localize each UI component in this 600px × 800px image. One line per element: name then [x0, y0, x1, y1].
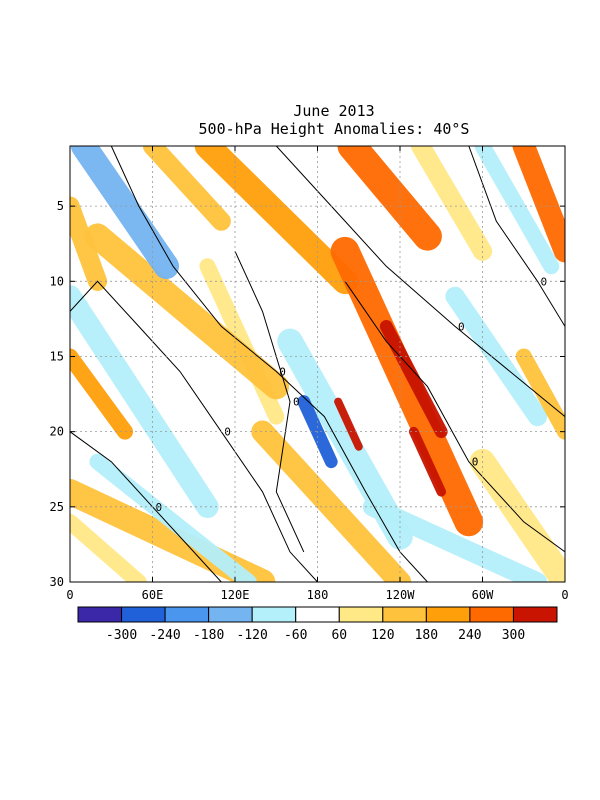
- anomaly-band-9: [70, 285, 219, 519]
- colorbar-box-2: [164, 606, 210, 623]
- colorbar-box-0: [77, 606, 123, 623]
- contour-label-5: 0: [472, 456, 479, 469]
- y-tick-label-3: 20: [50, 425, 64, 439]
- y-tick-label-1: 10: [50, 274, 64, 288]
- colorbar-label-4: -60: [284, 628, 307, 643]
- x-tick-label-4: 120W: [386, 588, 416, 602]
- colorbar-label-5: 60: [331, 628, 347, 643]
- colorbar-box-4: [251, 606, 297, 623]
- y-tick-label-2: 15: [50, 349, 64, 363]
- x-tick-label-2: 120E: [221, 588, 250, 602]
- contour-label-6: 0: [293, 396, 300, 409]
- x-tick-label-0: 0: [66, 588, 73, 602]
- anomaly-band-7: [512, 146, 565, 263]
- colorbar-label-2: -180: [193, 628, 224, 643]
- anomaly-band-18: [334, 397, 363, 451]
- anomaly-band-5: [411, 146, 493, 261]
- contour-label-1: 0: [224, 426, 231, 439]
- x-tick-label-1: 60E: [142, 588, 164, 602]
- colorbar-box-1: [121, 606, 166, 623]
- zero-contour-0: [110, 146, 428, 582]
- anomaly-band-1: [142, 146, 231, 231]
- contour-label-4: 0: [541, 275, 548, 288]
- x-tick-label-3: 180: [307, 588, 329, 602]
- contour-label-0: 0: [279, 366, 286, 379]
- anomaly-band-11: [84, 223, 290, 400]
- colorbar-box-5: [295, 606, 340, 623]
- x-tick-label-6: 0: [561, 588, 568, 602]
- contour-label-3: 0: [458, 320, 465, 333]
- colorbar-box-7: [382, 606, 427, 623]
- y-tick-label-4: 25: [50, 500, 64, 514]
- y-tick-label-0: 5: [57, 199, 64, 213]
- colorbar-label-9: 300: [502, 628, 525, 643]
- anomaly-band-4: [337, 146, 442, 251]
- colorbar: -300 -240 -180 -120 -60 60 120 180 240 300: [77, 606, 558, 643]
- colorbar-label-7: 180: [415, 628, 438, 643]
- colorbar-box-8: [425, 606, 471, 623]
- zero-contour-5: [344, 281, 565, 553]
- zero-contour-6: [234, 250, 305, 553]
- anomaly-band-10: [70, 348, 133, 440]
- zero-contour-1: [70, 280, 318, 582]
- zero-contour-3: [275, 146, 565, 417]
- colorbar-label-0: -300: [106, 628, 137, 643]
- anomaly-band-8: [70, 196, 108, 291]
- chart-title: June 2013: [293, 102, 374, 120]
- anomaly-band-17: [408, 426, 447, 497]
- x-tick-label-5: 60W: [472, 588, 494, 602]
- anomaly-band-16: [379, 320, 448, 439]
- anomaly-band-23: [89, 453, 257, 582]
- colorbar-box-3: [208, 606, 253, 623]
- anomaly-band-21: [515, 348, 565, 440]
- anomaly-band-25: [362, 497, 548, 582]
- colorbar-label-8: 240: [458, 628, 481, 643]
- anomaly-band-24: [70, 513, 147, 582]
- anomaly-band-2: [194, 146, 358, 295]
- axes: 0 60E 120E 180 120W 60W 0 5 10 15 20 25 30: [50, 145, 569, 602]
- y-tick-label-5: 30: [50, 575, 64, 589]
- anomaly-band-15: [330, 236, 484, 537]
- colorbar-label-1: -240: [149, 628, 180, 643]
- colorbar-label-3: -120: [237, 628, 268, 643]
- plot-area: 0 0 0 0 0 0 0: [70, 146, 565, 582]
- colorbar-box-6: [338, 606, 384, 623]
- contour-label-2: 0: [156, 501, 163, 514]
- colorbar-box-9: [469, 606, 514, 623]
- colorbar-label-6: 120: [371, 628, 394, 643]
- colorbar-box-10: [512, 606, 558, 623]
- chart-subtitle: 500-hPa Height Anomalies: 40°S: [199, 120, 470, 138]
- zero-contour-4: [468, 146, 565, 327]
